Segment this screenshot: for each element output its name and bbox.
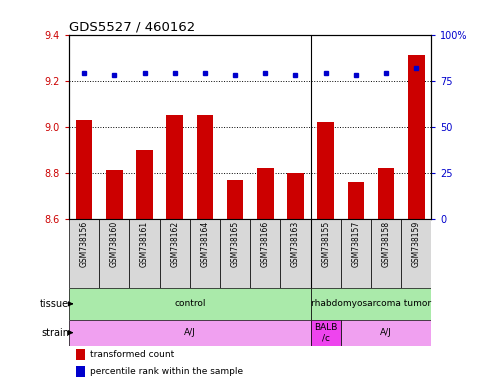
Bar bbox=[250, 219, 281, 288]
Bar bbox=[311, 288, 431, 319]
Text: BALB
/c: BALB /c bbox=[314, 323, 337, 343]
Text: GSM738161: GSM738161 bbox=[140, 221, 149, 267]
Text: GSM738160: GSM738160 bbox=[110, 221, 119, 267]
Bar bbox=[136, 150, 153, 219]
Text: rhabdomyosarcoma tumor: rhabdomyosarcoma tumor bbox=[311, 300, 431, 308]
Text: GSM738158: GSM738158 bbox=[382, 221, 390, 267]
Bar bbox=[311, 319, 341, 346]
Bar bbox=[378, 168, 394, 219]
Text: strain: strain bbox=[41, 328, 69, 338]
Bar bbox=[408, 55, 424, 219]
Text: GSM738155: GSM738155 bbox=[321, 221, 330, 267]
Bar bbox=[341, 319, 431, 346]
Bar bbox=[341, 219, 371, 288]
Bar bbox=[401, 219, 431, 288]
Bar bbox=[287, 173, 304, 219]
Text: transformed count: transformed count bbox=[90, 350, 175, 359]
Text: percentile rank within the sample: percentile rank within the sample bbox=[90, 367, 243, 376]
Bar bbox=[69, 288, 311, 319]
Text: GSM738166: GSM738166 bbox=[261, 221, 270, 267]
Bar bbox=[76, 366, 85, 377]
Bar bbox=[106, 170, 123, 219]
Bar bbox=[257, 168, 274, 219]
Text: GSM738164: GSM738164 bbox=[200, 221, 210, 267]
Text: tissue: tissue bbox=[40, 299, 69, 309]
Bar bbox=[190, 219, 220, 288]
Bar bbox=[99, 219, 129, 288]
Text: GSM738157: GSM738157 bbox=[352, 221, 360, 267]
Text: A/J: A/J bbox=[380, 328, 392, 337]
Bar bbox=[348, 182, 364, 219]
Bar bbox=[281, 219, 311, 288]
Text: GDS5527 / 460162: GDS5527 / 460162 bbox=[69, 20, 195, 33]
Bar bbox=[197, 115, 213, 219]
Bar bbox=[317, 122, 334, 219]
Bar bbox=[69, 319, 311, 346]
Bar bbox=[76, 349, 85, 360]
Text: GSM738163: GSM738163 bbox=[291, 221, 300, 267]
Text: GSM738165: GSM738165 bbox=[231, 221, 240, 267]
Bar bbox=[220, 219, 250, 288]
Bar bbox=[227, 180, 244, 219]
Bar bbox=[167, 115, 183, 219]
Text: GSM738156: GSM738156 bbox=[79, 221, 89, 267]
Bar bbox=[371, 219, 401, 288]
Text: A/J: A/J bbox=[184, 328, 196, 337]
Bar bbox=[160, 219, 190, 288]
Bar bbox=[311, 219, 341, 288]
Text: control: control bbox=[174, 300, 206, 308]
Bar bbox=[76, 120, 92, 219]
Bar bbox=[69, 219, 99, 288]
Text: GSM738159: GSM738159 bbox=[412, 221, 421, 267]
Bar bbox=[130, 219, 160, 288]
Text: GSM738162: GSM738162 bbox=[170, 221, 179, 267]
